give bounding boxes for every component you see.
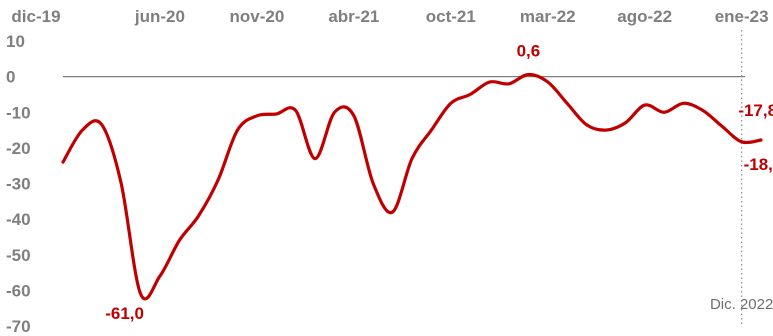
y-tick-label: -40 [6,210,31,229]
x-tick-label: oct-21 [426,7,476,26]
data-label: -18,3 [744,155,773,174]
y-tick-label: 10 [6,32,25,51]
x-tick-label: mar-22 [520,7,576,26]
y-tick-label: -60 [6,281,31,300]
data-label: 0,6 [517,42,541,61]
y-axis-ticks: 10 0 -10 -20 -30 -40 -50 -60 -70 [6,32,31,336]
x-tick-label: dic-19 [11,7,60,26]
x-tick-label: ene-23 [715,7,769,26]
y-tick-label: -70 [6,317,31,336]
x-tick-label: jun-20 [134,7,185,26]
y-tick-label: -50 [6,246,31,265]
y-tick-label: -30 [6,175,31,194]
x-tick-label: abr-21 [328,7,379,26]
data-label: -61,0 [105,304,144,323]
y-tick-label: 0 [6,68,15,87]
y-tick-label: -20 [6,139,31,158]
x-axis-ticks: dic-19 jun-20 nov-20 abr-21 oct-21 mar-22 ago-… [11,7,768,26]
x-tick-label: nov-20 [230,7,285,26]
data-label: -17,8* [738,101,773,120]
x-tick-label: ago-22 [617,7,672,26]
data-labels: -61,0 0,6 -18,3 -17,8* [105,42,773,323]
series-line [61,72,763,301]
annotation-label: Dic. 2022 [710,296,773,313]
y-tick-label: -10 [6,103,31,122]
